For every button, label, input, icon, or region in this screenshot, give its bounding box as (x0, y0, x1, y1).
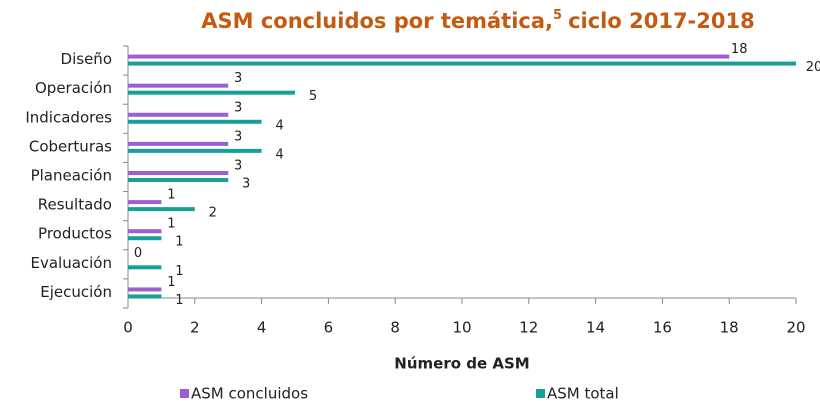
title-cycle: ciclo 2017-2018 (568, 9, 755, 33)
y-tick-label: Diseño (61, 50, 112, 68)
value-label: 4 (275, 118, 283, 133)
y-tick-label: Coberturas (29, 137, 112, 155)
bar (128, 265, 162, 270)
value-label: 3 (234, 159, 242, 174)
bar (128, 54, 730, 59)
y-tick-label: Indicadores (25, 108, 112, 126)
bar (128, 200, 162, 205)
value-label: 0 (134, 246, 142, 261)
y-tick-label: Ejecución (40, 283, 112, 301)
y-tick-label: Resultado (38, 196, 112, 214)
x-tick-label: 14 (586, 319, 605, 337)
value-label: 1 (175, 264, 183, 279)
bar (128, 148, 262, 153)
bar (128, 141, 229, 146)
bar (128, 178, 229, 182)
x-tick-label: 0 (123, 319, 133, 337)
x-tick-label: 18 (720, 319, 739, 337)
legend-swatch (536, 389, 545, 398)
x-tick-label: 6 (324, 319, 334, 337)
value-label: 1 (167, 217, 175, 232)
value-label: 5 (309, 89, 317, 104)
y-tick-label: Evaluación (30, 254, 112, 272)
x-tick-label: 16 (653, 319, 672, 337)
x-tick-label: 20 (786, 319, 805, 337)
bar (128, 119, 262, 124)
value-label: 1 (175, 293, 183, 308)
bar (128, 294, 162, 299)
value-label: 3 (234, 71, 242, 86)
value-label: 1 (175, 235, 183, 250)
x-tick-label: 12 (519, 319, 538, 337)
bar (128, 61, 796, 66)
legend-label: ASM concluidos (191, 385, 308, 403)
bar (128, 287, 162, 292)
value-label: 20 (806, 60, 820, 75)
value-label: 2 (209, 206, 217, 221)
y-tick-label: Operación (35, 79, 112, 97)
bar (128, 90, 295, 95)
value-label: 4 (275, 147, 283, 162)
legend-label: ASM total (547, 385, 619, 403)
x-axis-label: Número de ASM (394, 355, 529, 373)
chart-title: ASM concluidos por temática,5 ciclo 2017-… (201, 8, 754, 34)
bar (128, 229, 162, 234)
x-tick-label: 4 (257, 319, 267, 337)
value-label: 3 (234, 100, 242, 115)
value-label: 3 (234, 129, 242, 144)
bar (128, 236, 162, 241)
value-label: 18 (731, 42, 748, 57)
x-tick-label: 2 (190, 319, 200, 337)
x-tick-label: 8 (390, 319, 400, 337)
x-tick-label: 10 (452, 319, 471, 337)
bar (128, 83, 229, 88)
title-superscript: 5 (553, 8, 562, 23)
value-label: 3 (242, 177, 250, 192)
y-tick-label: Planeación (31, 167, 112, 185)
bar (128, 207, 195, 212)
value-label: 1 (167, 275, 175, 290)
title-main: ASM concluidos por temática, (201, 9, 553, 33)
legend-swatch (180, 389, 189, 398)
bar (128, 112, 229, 117)
value-label: 1 (167, 188, 175, 203)
bar (128, 171, 229, 175)
y-tick-label: Productos (38, 225, 112, 243)
